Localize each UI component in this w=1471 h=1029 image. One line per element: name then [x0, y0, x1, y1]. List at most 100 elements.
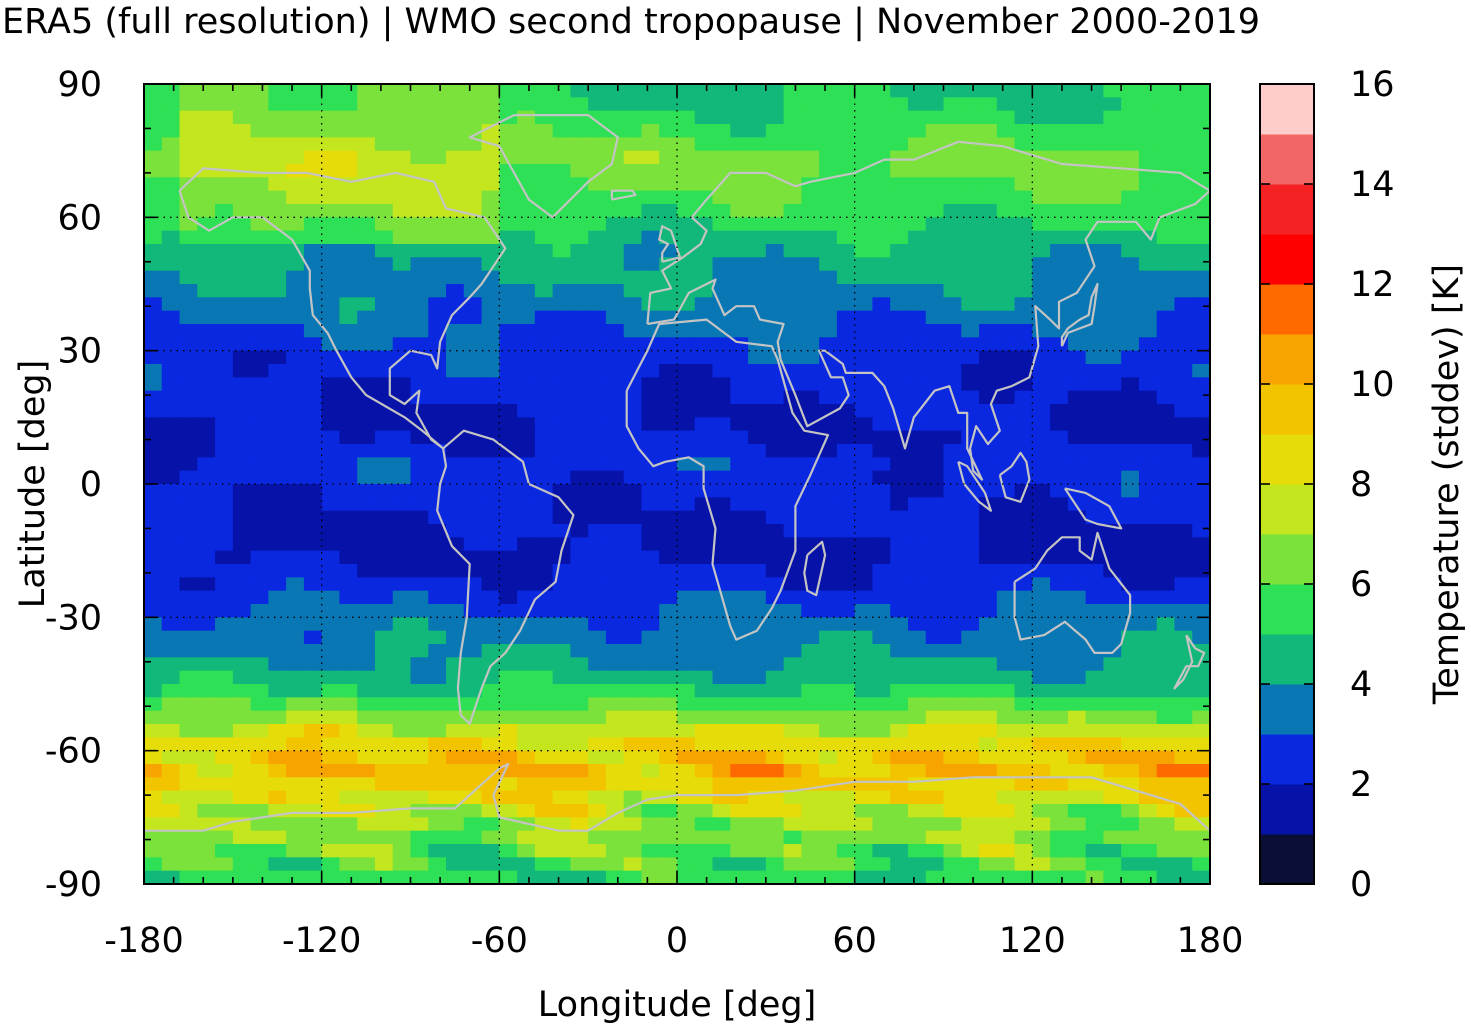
field-cell [410, 617, 429, 632]
field-cell [854, 177, 874, 192]
field-cell [996, 737, 1016, 752]
field-cell [925, 590, 945, 605]
field-cell [215, 284, 234, 298]
field-cell [144, 124, 163, 138]
field-cell [1121, 457, 1140, 472]
field-cell [374, 790, 394, 805]
field-cell [1192, 217, 1210, 232]
field-cell [552, 124, 571, 138]
field-cell [1050, 537, 1069, 552]
field-cell [481, 617, 500, 632]
field-cell [499, 137, 518, 152]
field-cell [907, 537, 927, 552]
field-cell [1032, 657, 1051, 672]
field-cell [925, 137, 945, 152]
field-cell [854, 670, 874, 685]
field-cell [1156, 470, 1176, 485]
field-cell [1156, 364, 1176, 378]
field-cell [1174, 84, 1193, 98]
field-cell [801, 470, 820, 485]
field-cell [712, 257, 731, 272]
field-cell [499, 337, 518, 352]
field-cell [801, 510, 820, 525]
field-cell [232, 804, 252, 818]
field-cell [890, 630, 909, 645]
field-cell [623, 524, 643, 538]
field-cell [499, 737, 518, 752]
field-cell [303, 577, 323, 592]
field-cell [925, 190, 945, 205]
field-cell [872, 577, 891, 592]
field-cell [374, 590, 394, 605]
field-cell [783, 710, 802, 725]
field-cell [765, 297, 785, 312]
field-cell [303, 657, 323, 672]
field-cell [374, 444, 394, 458]
field-cell [1121, 84, 1140, 98]
field-cell [801, 444, 820, 458]
field-cell [801, 764, 820, 778]
field-cell [1103, 750, 1122, 765]
field-cell [446, 270, 465, 285]
field-cell [179, 670, 198, 685]
field-cell [961, 110, 980, 125]
field-cell [339, 417, 358, 432]
field-cell [250, 750, 269, 765]
field-cell [694, 764, 714, 778]
field-cell [517, 217, 536, 232]
field-cell [357, 524, 376, 538]
field-cell [1174, 510, 1193, 525]
field-cell [1032, 804, 1051, 818]
field-cell [765, 430, 785, 445]
field-cell [783, 857, 802, 872]
field-cell [428, 137, 447, 152]
field-cell [1050, 270, 1069, 285]
field-cell [925, 764, 945, 778]
field-cell [410, 430, 429, 445]
field-cell [1138, 684, 1158, 698]
field-cell [961, 430, 980, 445]
field-cell [677, 244, 696, 258]
field-cell [1174, 124, 1193, 138]
field-cell [428, 710, 447, 725]
field-cell [854, 870, 874, 884]
field-cell [232, 657, 252, 672]
field-cell [783, 510, 802, 525]
field-cell [943, 164, 962, 178]
field-cell [1103, 377, 1122, 392]
field-cell [552, 324, 571, 338]
field-cell [1032, 137, 1051, 152]
field-cell [996, 510, 1016, 525]
field-cell [179, 257, 198, 272]
field-cell [588, 830, 607, 845]
field-cell [854, 97, 874, 112]
field-cell [641, 97, 660, 112]
field-cell [410, 97, 429, 112]
field-cell [179, 510, 198, 525]
field-cell [481, 630, 500, 645]
field-cell [1067, 390, 1087, 405]
field-cell [410, 790, 429, 805]
field-cell [392, 710, 412, 725]
field-cell [819, 550, 838, 565]
field-cell [268, 484, 287, 498]
field-cell [961, 644, 980, 658]
field-cell [570, 377, 589, 392]
field-cell [215, 404, 234, 418]
field-cell [481, 470, 500, 485]
field-cell [854, 124, 874, 138]
field-cell [250, 804, 269, 818]
field-cell [517, 150, 536, 165]
field-cell [943, 737, 962, 752]
field-cell [730, 550, 749, 565]
field-cell [144, 84, 163, 98]
field-cell [1032, 124, 1051, 138]
field-cell [1192, 604, 1210, 618]
field-cell [552, 777, 571, 792]
field-cell [144, 790, 163, 805]
field-cell [872, 777, 891, 792]
field-cell [890, 84, 909, 98]
field-cell [392, 430, 412, 445]
field-cell [428, 390, 447, 405]
field-cell [890, 297, 909, 312]
